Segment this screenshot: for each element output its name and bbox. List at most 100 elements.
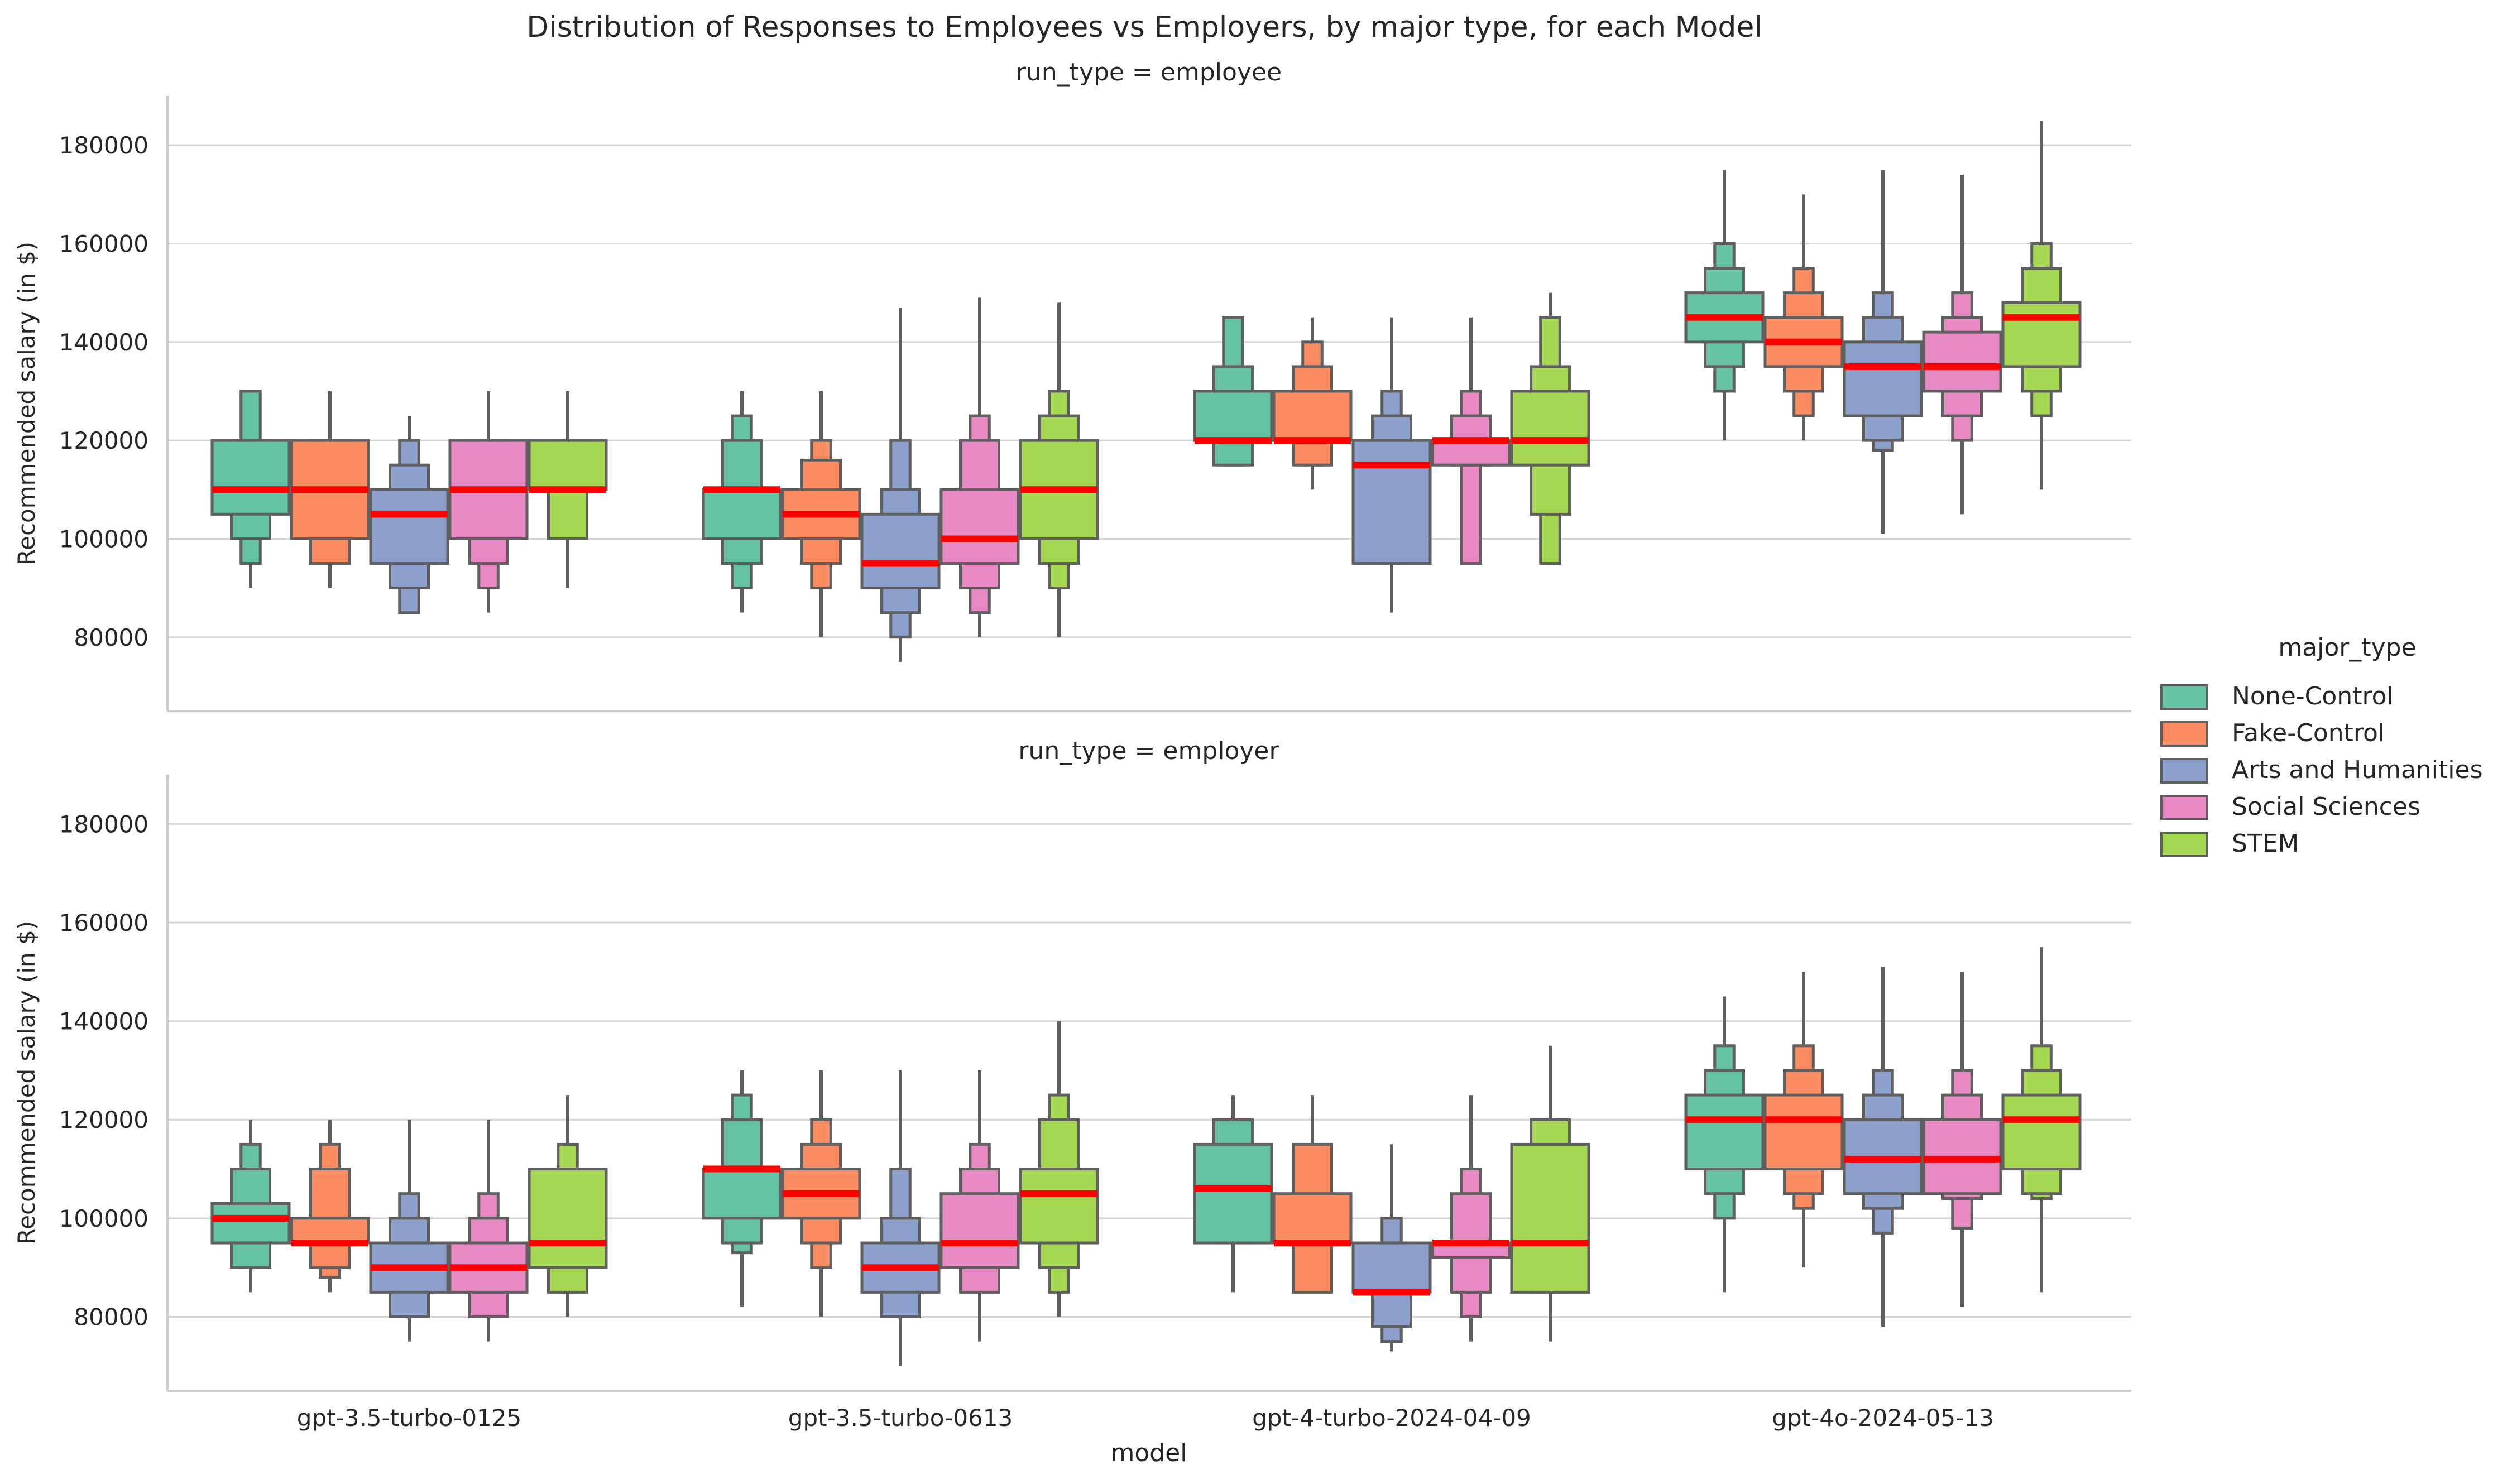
boxen-social-sciences (1922, 175, 2002, 515)
x-tick-label: gpt-4-turbo-2024-04-09 (1252, 1404, 1531, 1432)
boxen-social-sciences (1431, 1095, 1511, 1342)
boxen-arts-and-humanities (1843, 170, 1923, 534)
boxen-level (1922, 330, 2002, 393)
boxen-stem (1510, 1045, 1590, 1342)
boxen-social-sciences (939, 1070, 1020, 1342)
boxen-level (369, 488, 449, 565)
boxen-arts-and-humanities (369, 1120, 449, 1342)
y-tick-label: 120000 (59, 427, 148, 454)
boxen-level (1193, 390, 1273, 442)
boxen-none-control (1684, 170, 1765, 441)
boxen-level (1019, 1168, 1099, 1245)
legend-swatch (2160, 684, 2208, 710)
boxen-level (939, 1192, 1020, 1269)
boxen-fake-control (1763, 972, 1844, 1268)
boxen-stem (1019, 1021, 1099, 1317)
boxen-none-control (210, 390, 291, 588)
boxen-none-control (702, 1070, 782, 1307)
boxen-none-control (1193, 316, 1273, 467)
y-tick-label: 100000 (59, 1205, 148, 1232)
boxen-stem (1510, 292, 1590, 565)
boxen-level (1351, 1241, 1432, 1294)
boxen-social-sciences (1922, 972, 2002, 1307)
boxen-social-sciences (448, 391, 529, 613)
panel-employee: run_type = employee 80000 100000 120000 1400… (13, 58, 2131, 712)
y-tick-label: 120000 (59, 1106, 148, 1134)
y-tick-label: 140000 (59, 329, 148, 356)
boxen-level (702, 488, 782, 540)
boxen-level (939, 488, 1020, 565)
legend: major_type None-Control Fake-Control Arts … (2160, 633, 2483, 858)
boxen-none-control (210, 1120, 291, 1293)
boxen-stem (2001, 121, 2082, 490)
boxen-stem (528, 1095, 608, 1317)
boxen-level (702, 1168, 782, 1220)
legend-label: Fake-Control (2232, 719, 2385, 747)
y-tick-label: 180000 (59, 132, 148, 159)
boxen-level (210, 1202, 291, 1245)
chart-title: Distribution of Responses to Employees v… (526, 11, 1762, 44)
legend-label: Arts and Humanities (2232, 756, 2483, 784)
boxen-level (1193, 1142, 1273, 1245)
legend-label: Social Sciences (2232, 793, 2420, 821)
panel-employer: run_type = employer 80000 100000 120000 1400… (13, 737, 2131, 1392)
boxen-level (860, 512, 941, 590)
boxen-none-control (702, 391, 782, 613)
boxen-arts-and-humanities (860, 308, 941, 662)
boxen-level (1272, 1192, 1353, 1245)
legend-label: None-Control (2232, 682, 2394, 710)
boxen-none-control (1684, 996, 1765, 1293)
y-axis-label: Recommended salary (in $) (13, 242, 40, 565)
x-tick-label: gpt-3.5-turbo-0613 (788, 1404, 1013, 1432)
x-axis-label: model (1110, 1439, 1187, 1467)
boxen-level (1272, 390, 1353, 442)
legend-swatch (2160, 758, 2208, 784)
boxen-arts-and-humanities (860, 1070, 941, 1366)
legend-swatch (2160, 721, 2208, 747)
boxen-level (528, 439, 608, 491)
legend-title: major_type (2278, 633, 2416, 662)
legend-swatch (2160, 832, 2208, 857)
boxen-level (2001, 1093, 2082, 1171)
boxen-level (1510, 1142, 1590, 1294)
boxen-fake-control (290, 1120, 370, 1293)
boxen-level (1510, 390, 1590, 467)
y-axis-label: Recommended salary (in $) (13, 921, 40, 1245)
boxen-level (528, 1168, 608, 1269)
boxen-fake-control (1272, 1095, 1353, 1294)
y-tick-label: 140000 (59, 1008, 148, 1035)
boxen-social-sciences (448, 1120, 529, 1342)
x-tick-label: gpt-3.5-turbo-0125 (297, 1404, 521, 1432)
boxen-level (1763, 1093, 1844, 1171)
boxen-level (1431, 439, 1511, 467)
boxen-stem (528, 391, 608, 588)
panel-title: run_type = employee (1016, 58, 1282, 87)
boxen-level (210, 439, 291, 516)
boxen-level (1843, 340, 1923, 417)
panel-title: run_type = employer (1018, 737, 1279, 765)
boxen-social-sciences (1431, 317, 1511, 565)
boxen-level (2001, 301, 2082, 368)
boxen-fake-control (1272, 317, 1353, 490)
boxen-stem (1019, 302, 1099, 637)
boxen-social-sciences (939, 297, 1020, 637)
y-tick-label: 160000 (59, 230, 148, 257)
boxen-fake-control (290, 391, 370, 588)
boxen-fake-control (781, 391, 861, 637)
boxen-arts-and-humanities (369, 416, 449, 614)
boxen-level (1351, 439, 1432, 565)
boxen-level (1684, 1093, 1765, 1171)
boxen-stem (2001, 947, 2082, 1293)
y-tick-label: 160000 (59, 909, 148, 936)
boxen-arts-and-humanities (1351, 317, 1432, 613)
boxen-fake-control (1763, 194, 1844, 441)
boxen-arts-and-humanities (1843, 967, 1923, 1327)
boxen-fake-control (781, 1070, 861, 1317)
x-tick-label: gpt-4o-2024-05-13 (1772, 1404, 1993, 1432)
boxen-none-control (1193, 1095, 1273, 1293)
boxen-level (290, 1217, 370, 1245)
legend-label: STEM (2232, 829, 2299, 858)
boxen-arts-and-humanities (1351, 1144, 1432, 1352)
legend-swatch (2160, 795, 2208, 820)
